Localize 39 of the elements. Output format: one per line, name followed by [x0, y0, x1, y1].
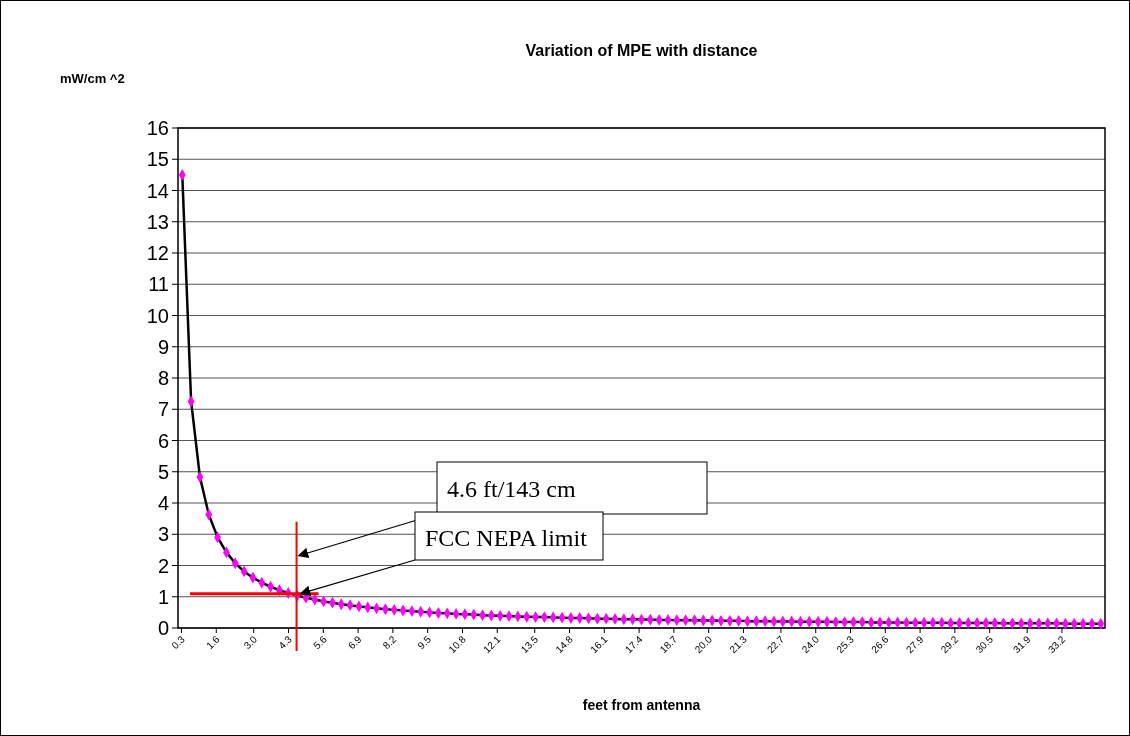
x-tick-label: 6.9 [345, 633, 364, 652]
y-tick-label: 14 [146, 179, 169, 202]
y-tick-label: 12 [146, 242, 169, 264]
x-tick-label: 13.5 [518, 633, 541, 656]
y-tick-label: 13 [146, 210, 169, 233]
x-axis-title: feet from antenna [582, 697, 701, 713]
y-tick-label: 1 [157, 585, 169, 608]
chart-title: Variation of MPE with distance [525, 42, 758, 59]
y-tick-label: 5 [157, 460, 169, 483]
x-tick-label: 0.3 [169, 633, 188, 652]
y-tick-label: 15 [146, 148, 169, 171]
x-tick-label: 17.4 [622, 633, 645, 656]
x-tick-label: 9.5 [415, 633, 434, 652]
y-tick-label: 2 [157, 554, 169, 577]
y-tick-label: 3 [157, 523, 169, 546]
x-tick-label: 1.6 [204, 633, 222, 652]
ref-line-label: 4.6 ft/143 cm [447, 476, 576, 502]
y-tick-label: 0 [157, 617, 169, 639]
y-tick-label: 11 [148, 273, 169, 296]
y-tick-label: 9 [157, 335, 169, 358]
x-tick-label: 30.5 [973, 633, 996, 656]
x-tick-label: 4.3 [276, 633, 295, 652]
x-tick-label: 14.8 [553, 633, 576, 656]
x-tick-label: 8.2 [380, 633, 399, 652]
y-axis-title: mW/cm ^2 [60, 71, 125, 86]
x-tick-label: 12.1 [481, 633, 503, 656]
y-tick-label: 8 [157, 367, 169, 389]
y-tick-label: 10 [146, 304, 169, 327]
x-tick-label: 3.0 [241, 633, 260, 652]
y-tick-label: 16 [146, 117, 169, 139]
x-tick-label: 33.2 [1045, 633, 1068, 656]
y-tick-label: 7 [157, 398, 169, 421]
x-tick-label: 5.6 [311, 633, 330, 652]
ref-line-label: FCC NEPA limit [425, 525, 588, 551]
y-tick-label: 4 [157, 492, 169, 514]
x-tick-label: 16.1 [588, 633, 611, 656]
x-tick-label: 31.9 [1011, 633, 1033, 656]
x-tick-label: 10.8 [446, 633, 469, 656]
y-tick-label: 6 [157, 429, 169, 452]
